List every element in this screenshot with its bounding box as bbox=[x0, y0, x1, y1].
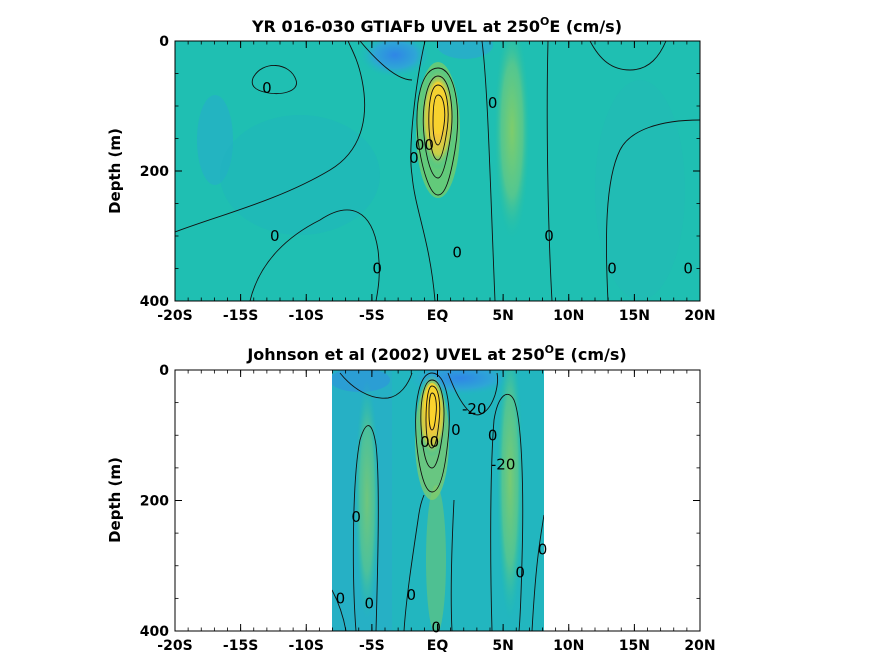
y-tick-label: 200 bbox=[140, 494, 169, 510]
contour-label: 0 bbox=[451, 421, 461, 439]
panel-bottom-contours bbox=[332, 372, 544, 631]
panel-bottom-y-ticks: 0 200 400 bbox=[140, 363, 700, 640]
panel-top-field bbox=[175, 41, 700, 301]
contour-label: 0 bbox=[544, 227, 554, 245]
contour-label: 0 bbox=[452, 243, 462, 261]
panel-bottom-field bbox=[332, 370, 544, 631]
x-tick-label: 5N bbox=[492, 638, 513, 654]
x-tick-label: 20N bbox=[684, 638, 715, 654]
x-tick-label: EQ bbox=[427, 638, 449, 654]
y-tick-label: 0 bbox=[159, 363, 169, 379]
contour-label: 0 bbox=[262, 79, 272, 97]
x-tick-label: -5S bbox=[359, 638, 385, 654]
panel-top: YR 016-030 GTIAFb UVEL at 250OE (cm/s) bbox=[106, 15, 716, 324]
x-tick-label: EQ bbox=[427, 308, 449, 324]
x-tick-label: 5N bbox=[492, 308, 513, 324]
contour-label: 0 bbox=[683, 260, 693, 278]
contour-label: 0 bbox=[488, 426, 498, 444]
x-tick-label: -10S bbox=[289, 308, 324, 324]
x-tick-label: 15N bbox=[619, 638, 650, 654]
y-tick-label: 400 bbox=[140, 294, 169, 310]
contour-label: 0 bbox=[364, 595, 374, 613]
x-tick-label: -10S bbox=[289, 638, 324, 654]
contour-label: 0 bbox=[351, 508, 361, 526]
contour-label: 0 bbox=[372, 260, 382, 278]
panel-bottom-x-ticks: -20S -15S -10S -5S EQ 5N 10N 15N 20N bbox=[157, 370, 716, 654]
x-tick-label: 20N bbox=[684, 308, 715, 324]
x-tick-label: -15S bbox=[223, 308, 258, 324]
contour-label: 0 bbox=[607, 260, 617, 278]
contour-label: 0 bbox=[538, 540, 548, 558]
x-tick-label: -15S bbox=[223, 638, 258, 654]
panel-top-y-axis-label: Depth (m) bbox=[106, 128, 124, 214]
panel-top-contours bbox=[175, 41, 700, 301]
contour-label: 00 bbox=[420, 433, 439, 451]
x-tick-label: 10N bbox=[553, 638, 584, 654]
x-tick-label: 10N bbox=[553, 308, 584, 324]
x-tick-label: 15N bbox=[619, 308, 650, 324]
panel-bottom-y-axis-label: Depth (m) bbox=[106, 457, 124, 543]
panel-bottom-title: Johnson et al (2002) UVEL at 250OE (cm/s… bbox=[246, 343, 626, 364]
contour-label: 0 bbox=[270, 227, 280, 245]
contour-label: 0 bbox=[431, 619, 441, 637]
x-tick-label: -5S bbox=[359, 308, 385, 324]
panel-top-title: YR 016-030 GTIAFb UVEL at 250OE (cm/s) bbox=[251, 15, 622, 36]
contour-label: -20 bbox=[491, 456, 516, 474]
x-tick-label: -20S bbox=[157, 638, 192, 654]
panel-bottom: Johnson et al (2002) UVEL at 250OE (cm/s… bbox=[106, 343, 716, 654]
panel-top-x-ticks: -20S -15S -10S -5S EQ 5N 10N 15N 20N bbox=[157, 41, 716, 324]
contour-label: 0 bbox=[406, 586, 416, 604]
contour-label: -20 bbox=[462, 400, 487, 418]
contour-label: 0 bbox=[488, 94, 498, 112]
y-tick-label: 400 bbox=[140, 624, 169, 640]
x-tick-label: -20S bbox=[157, 308, 192, 324]
contour-label: 00 bbox=[415, 136, 434, 154]
panel-top-y-ticks: 0 200 400 bbox=[140, 34, 700, 310]
y-tick-label: 200 bbox=[140, 164, 169, 180]
contour-label: 0 bbox=[409, 149, 419, 167]
contour-label: 0 bbox=[336, 589, 346, 607]
y-tick-label: 0 bbox=[159, 34, 169, 50]
contour-label: 0 bbox=[515, 563, 525, 581]
